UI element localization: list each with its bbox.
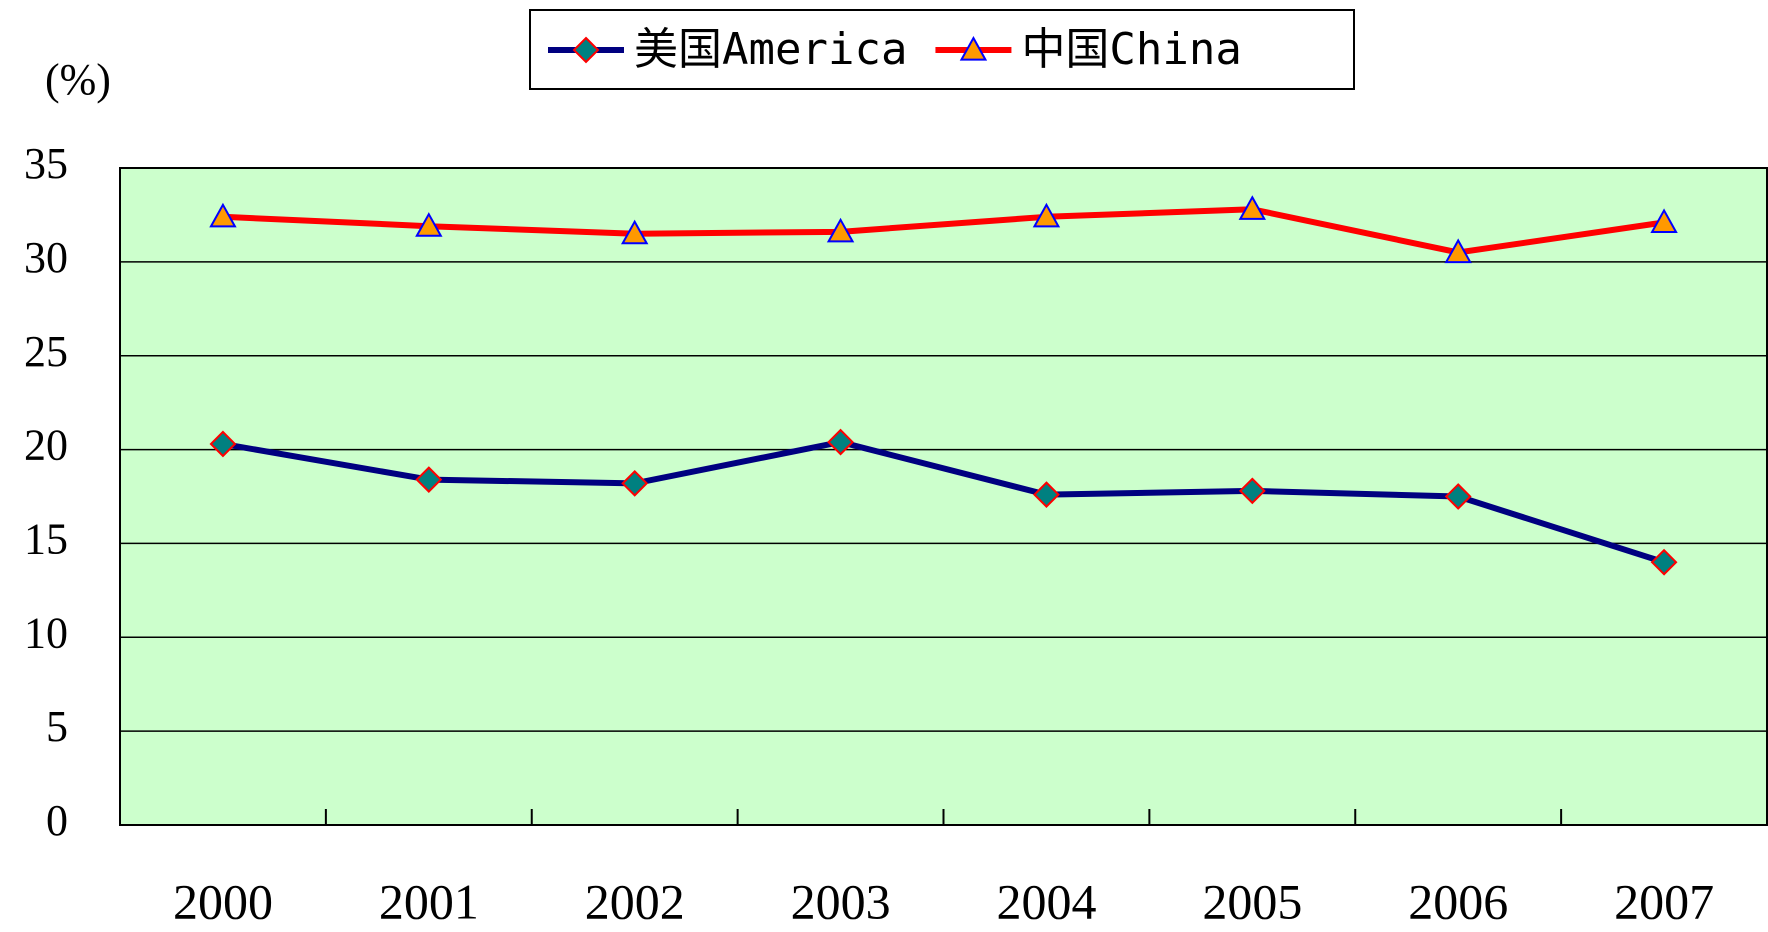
- data-point: [415, 212, 443, 237]
- x-tick-label: 2005: [1202, 873, 1302, 929]
- data-point: [1238, 477, 1266, 505]
- x-tick-label: 2004: [996, 873, 1096, 929]
- series-line: [222, 439, 1665, 566]
- legend-label: 中国China: [1021, 24, 1241, 75]
- y-tick-label: 20: [24, 421, 68, 470]
- data-point: [826, 217, 855, 243]
- y-tick-label: 0: [46, 796, 68, 845]
- legend-marker: [959, 35, 988, 61]
- x-tick-label: 2003: [791, 873, 891, 929]
- plot-area: [119, 167, 1768, 826]
- data-point: [415, 466, 443, 494]
- data-point: [1650, 548, 1678, 576]
- data-point: [620, 219, 649, 245]
- y-tick-label: 5: [46, 702, 68, 751]
- y-tick-label: 10: [24, 608, 68, 657]
- data-point: [1650, 208, 1678, 234]
- series-line: [222, 206, 1665, 256]
- y-axis-label: (%): [45, 55, 111, 104]
- data-point: [1444, 238, 1472, 264]
- data-point: [827, 428, 854, 456]
- data-point: [209, 430, 237, 458]
- data-point: [1032, 202, 1061, 228]
- data-point: [1444, 483, 1472, 510]
- x-tick-label: 2001: [379, 873, 479, 929]
- legend-label: 美国America: [634, 24, 907, 75]
- x-tick-label: 2006: [1408, 873, 1508, 929]
- y-tick-label: 25: [24, 327, 68, 376]
- legend-marker: [572, 36, 600, 64]
- data-point: [621, 469, 649, 497]
- x-tick-label: 2002: [585, 873, 685, 929]
- data-point: [1238, 195, 1267, 220]
- y-tick-label: 15: [24, 515, 68, 564]
- data-point: [1033, 481, 1060, 509]
- y-tick-label: 35: [24, 139, 68, 188]
- x-tick-label: 2007: [1614, 873, 1714, 929]
- y-tick-label: 30: [24, 233, 68, 282]
- data-point: [209, 202, 237, 228]
- x-tick-label: 2000: [173, 873, 273, 929]
